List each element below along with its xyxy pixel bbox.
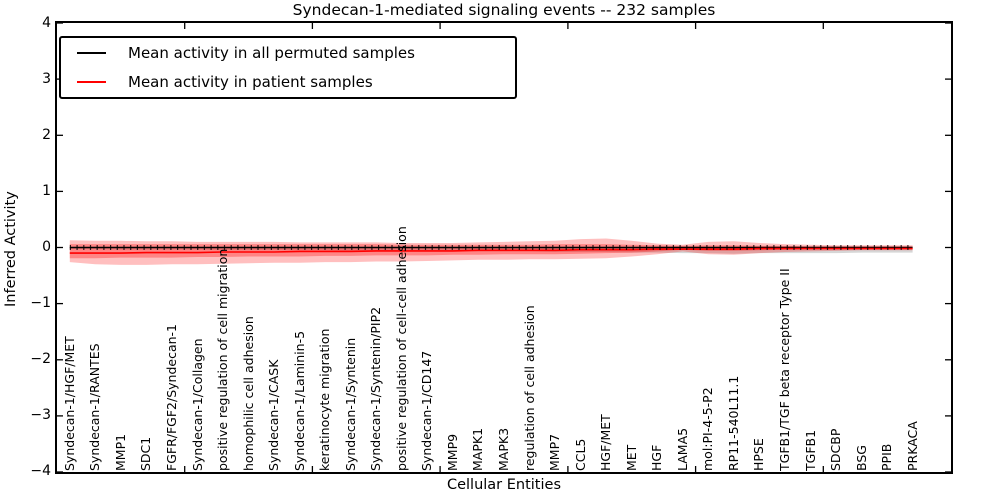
xtick-label: keratinocyte migration xyxy=(317,328,332,471)
xtick-label: MAPK3 xyxy=(496,427,511,471)
xtick-label: BSG xyxy=(854,445,869,471)
patient-samples-outer-band xyxy=(69,238,913,265)
legend-label: Mean activity in patient samples xyxy=(128,73,373,92)
xtick-label: SDCBP xyxy=(828,428,843,471)
xtick-label: HPSE xyxy=(751,438,766,471)
ytick-label: 3 xyxy=(42,71,51,87)
xtick-label: MET xyxy=(624,444,639,471)
xtick-label: Syndecan-1/HGF/MET xyxy=(62,336,77,471)
xtick-label: FGFR/FGF2/Syndecan-1 xyxy=(164,324,179,471)
legend-label: Mean activity in all permuted samples xyxy=(128,43,415,62)
xtick-label: HGF xyxy=(649,444,664,471)
black-line-swatch-icon xyxy=(77,51,106,54)
xtick-label: Syndecan-1/Laminin-5 xyxy=(292,330,307,471)
xtick-label: MAPK1 xyxy=(470,427,485,471)
series-line-mean-activity-in-patient-samples xyxy=(69,247,913,254)
y-axis-label: Inferred Activity xyxy=(3,191,19,307)
xtick-label: mol:PI-4-5-P2 xyxy=(700,387,715,471)
plot-canvas xyxy=(57,23,951,472)
ytick-label: 4 xyxy=(42,15,51,31)
xtick-label: Syndecan-1/CD147 xyxy=(419,350,434,471)
x-axis-label: Cellular Entities xyxy=(446,477,562,493)
xtick-label: RP11-540L11.1 xyxy=(726,375,741,471)
xtick-label: homophilic cell adhesion xyxy=(241,316,256,471)
ytick-label: 2 xyxy=(42,127,51,143)
xtick-label: Syndecan-1/Syntenin/PIP2 xyxy=(368,306,383,471)
xtick-label: MMP9 xyxy=(445,433,460,471)
xtick-label: TGFB1 xyxy=(803,429,818,471)
red-line-swatch-icon xyxy=(77,81,106,84)
xtick-label: PPIB xyxy=(879,443,894,471)
xtick-label: CCL5 xyxy=(573,438,588,471)
ytick-label: 0 xyxy=(42,239,51,255)
xtick-label: PRKACA xyxy=(905,421,920,471)
legend-entry-permuted: Mean activity in all permuted samples xyxy=(61,44,515,62)
xtick-label: Syndecan-1/RANTES xyxy=(87,343,102,471)
ytick-label: −1 xyxy=(30,295,51,311)
xtick-label: MMP7 xyxy=(547,433,562,471)
chart-title: Syndecan-1-mediated signaling events -- … xyxy=(292,1,716,19)
legend-entry-patient: Mean activity in patient samples xyxy=(61,73,515,91)
ytick-label: −3 xyxy=(30,407,51,423)
xtick-label: positive regulation of cell migration xyxy=(215,248,230,471)
xtick-label: HGF/MET xyxy=(598,414,613,471)
xtick-label: Syndecan-1/Collagen xyxy=(190,338,205,471)
xtick-label: Syndecan-1/Syntenin xyxy=(343,337,358,471)
legend: Mean activity in all permuted samples Me… xyxy=(59,36,517,99)
xtick-label: TGFB1/TGF beta receptor Type II xyxy=(777,268,792,471)
xtick-label: regulation of cell adhesion xyxy=(522,305,537,471)
ytick-label: 1 xyxy=(42,183,51,199)
xtick-label: LAMA5 xyxy=(675,427,690,471)
ytick-label: −2 xyxy=(30,351,51,367)
ytick-label: −4 xyxy=(30,463,51,479)
xtick-label: SDC1 xyxy=(138,436,153,471)
xtick-label: positive regulation of cell-cell adhesio… xyxy=(394,226,409,471)
xtick-label: MMP1 xyxy=(113,433,128,471)
xtick-label: Syndecan-1/CASK xyxy=(266,359,281,471)
